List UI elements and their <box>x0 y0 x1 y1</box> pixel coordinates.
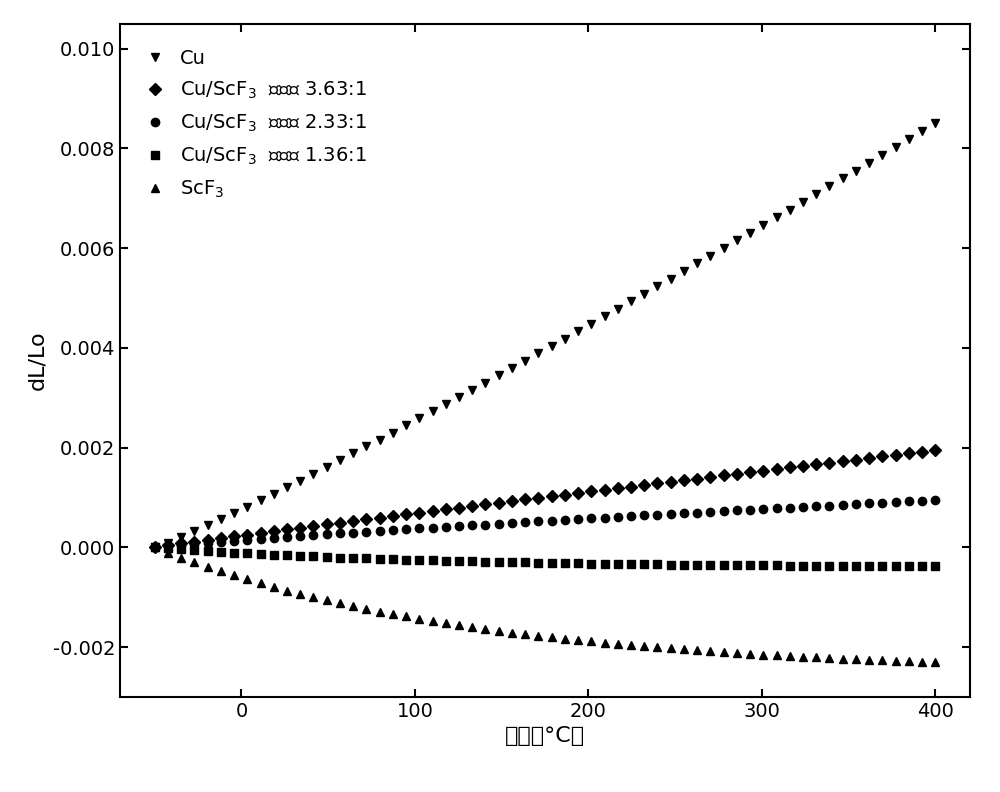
Cu/ScF$_3$  摩尔比 3.63:1 <box>638 480 650 489</box>
Cu/ScF$_3$  摩尔比 1.36:1 <box>400 555 412 565</box>
ScF$_3$ <box>281 586 293 596</box>
Cu/ScF$_3$  摩尔比 3.63:1 <box>400 509 412 519</box>
Cu/ScF$_3$  摩尔比 1.36:1 <box>281 550 293 560</box>
Cu/ScF$_3$  摩尔比 1.36:1 <box>413 555 425 565</box>
Cu <box>413 413 425 423</box>
Cu/ScF$_3$  摩尔比 1.36:1 <box>638 559 650 569</box>
Cu/ScF$_3$  摩尔比 2.33:1 <box>400 524 412 534</box>
Cu/ScF$_3$  摩尔比 2.33:1 <box>413 524 425 533</box>
ScF$_3$ <box>638 642 650 651</box>
ScF$_3$ <box>929 657 941 667</box>
Cu/ScF$_3$  摩尔比 3.63:1 <box>347 516 359 526</box>
Line: Cu/ScF$_3$  摩尔比 3.63:1: Cu/ScF$_3$ 摩尔比 3.63:1 <box>151 446 939 551</box>
ScF$_3$ <box>149 543 161 552</box>
Cu/ScF$_3$  摩尔比 2.33:1 <box>638 511 650 520</box>
Cu <box>929 119 941 128</box>
Cu <box>638 289 650 299</box>
Line: ScF$_3$: ScF$_3$ <box>151 543 939 666</box>
Line: Cu/ScF$_3$  摩尔比 2.33:1: Cu/ScF$_3$ 摩尔比 2.33:1 <box>151 496 939 551</box>
Cu/ScF$_3$  摩尔比 3.63:1 <box>374 512 386 522</box>
Cu/ScF$_3$  摩尔比 1.36:1 <box>347 554 359 563</box>
Cu <box>281 482 293 492</box>
Line: Cu/ScF$_3$  摩尔比 1.36:1: Cu/ScF$_3$ 摩尔比 1.36:1 <box>151 543 939 570</box>
Cu/ScF$_3$  摩尔比 1.36:1 <box>149 543 161 552</box>
Cu <box>374 435 386 444</box>
Cu/ScF$_3$  摩尔比 3.63:1 <box>149 543 161 552</box>
ScF$_3$ <box>400 611 412 621</box>
Cu <box>347 448 359 458</box>
Cu <box>149 543 161 552</box>
Cu/ScF$_3$  摩尔比 2.33:1 <box>929 495 941 505</box>
X-axis label: 温度（°C）: 温度（°C） <box>505 726 585 746</box>
Cu/ScF$_3$  摩尔比 2.33:1 <box>281 532 293 542</box>
Cu/ScF$_3$  摩尔比 3.63:1 <box>281 524 293 534</box>
Cu/ScF$_3$  摩尔比 2.33:1 <box>149 543 161 552</box>
Y-axis label: dL/Lo: dL/Lo <box>27 330 47 390</box>
ScF$_3$ <box>413 614 425 623</box>
Cu/ScF$_3$  摩尔比 1.36:1 <box>929 562 941 571</box>
ScF$_3$ <box>347 601 359 611</box>
Cu/ScF$_3$  摩尔比 1.36:1 <box>374 554 386 564</box>
Line: Cu: Cu <box>151 120 939 551</box>
Cu/ScF$_3$  摩尔比 2.33:1 <box>347 527 359 537</box>
Cu/ScF$_3$  摩尔比 3.63:1 <box>413 508 425 517</box>
Cu <box>400 421 412 430</box>
ScF$_3$ <box>374 607 386 616</box>
Legend: Cu, Cu/ScF$_3$  摩尔比 3.63:1, Cu/ScF$_3$  摩尔比 2.33:1, Cu/ScF$_3$  摩尔比 1.36:1, ScF$: Cu, Cu/ScF$_3$ 摩尔比 3.63:1, Cu/ScF$_3$ 摩尔… <box>130 33 383 215</box>
Cu/ScF$_3$  摩尔比 3.63:1 <box>929 445 941 455</box>
Cu/ScF$_3$  摩尔比 2.33:1 <box>374 526 386 535</box>
